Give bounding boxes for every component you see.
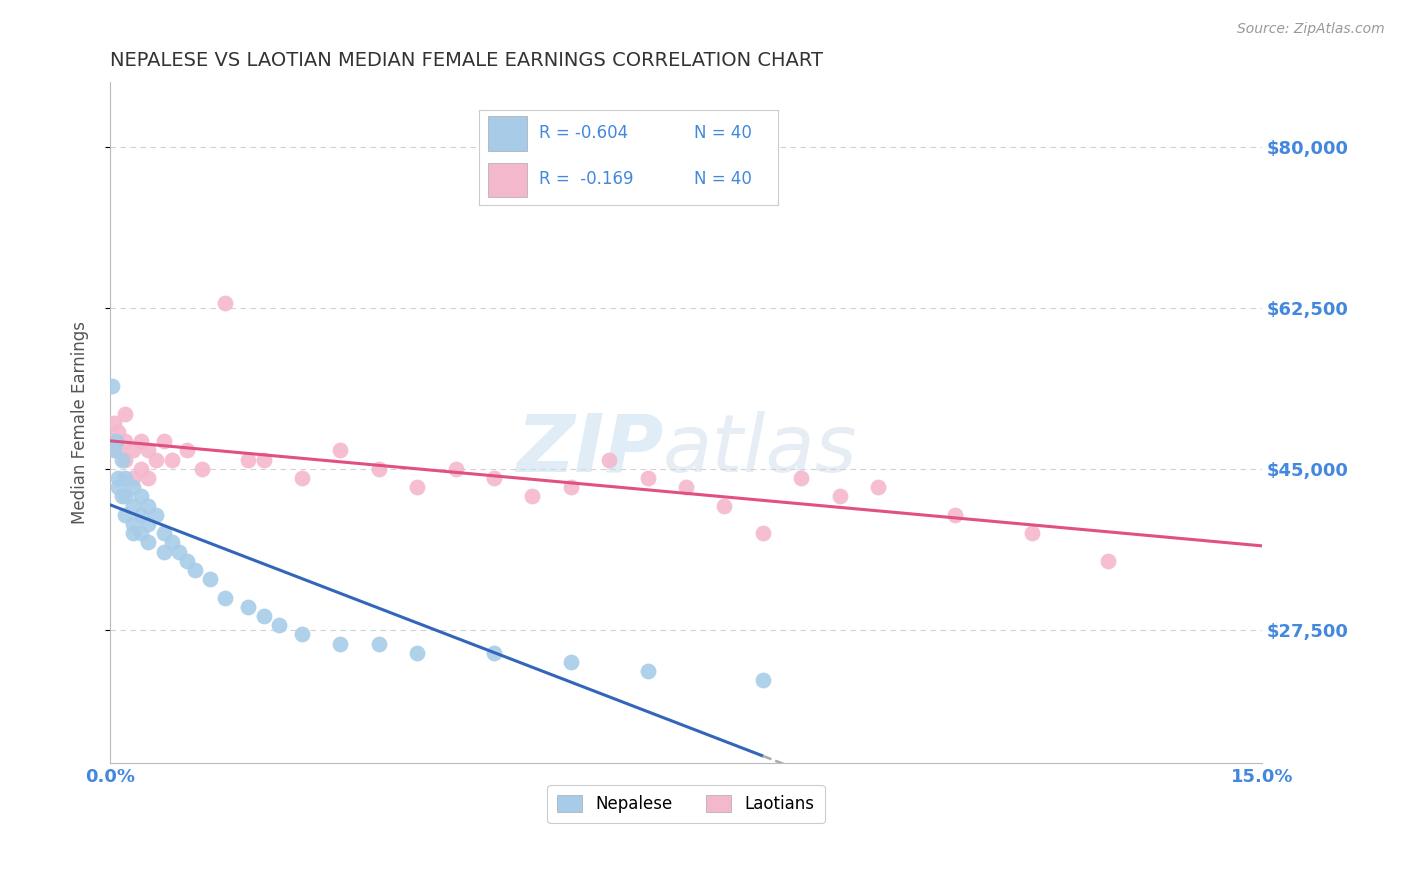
Point: [406, 480, 429, 494]
Point: [291, 627, 314, 641]
Point: [253, 609, 276, 624]
Point: [214, 591, 236, 605]
Point: [114, 471, 136, 485]
Point: [145, 452, 167, 467]
Point: [329, 443, 352, 458]
Point: [866, 480, 889, 494]
Text: Source: ZipAtlas.com: Source: ZipAtlas.com: [1237, 22, 1385, 37]
Point: [107, 425, 129, 439]
Point: [122, 443, 145, 458]
Point: [752, 673, 775, 688]
Point: [522, 489, 544, 503]
Point: [1021, 526, 1043, 541]
Point: [238, 599, 260, 614]
Point: [110, 452, 132, 467]
Point: [122, 499, 145, 513]
Point: [482, 471, 505, 485]
Point: [267, 618, 290, 632]
Point: [138, 516, 160, 531]
Point: [191, 461, 214, 475]
Point: [406, 646, 429, 660]
Point: [560, 655, 582, 669]
Point: [153, 434, 176, 449]
Point: [103, 416, 125, 430]
Point: [129, 526, 152, 541]
Point: [329, 636, 352, 650]
Text: ZIP: ZIP: [516, 411, 664, 489]
Point: [138, 471, 160, 485]
Point: [103, 443, 125, 458]
Point: [129, 508, 152, 522]
Point: [145, 508, 167, 522]
Point: [482, 646, 505, 660]
Point: [176, 554, 198, 568]
Point: [107, 443, 129, 458]
Point: [598, 452, 620, 467]
Point: [101, 434, 124, 449]
Point: [675, 480, 697, 494]
Point: [122, 471, 145, 485]
Point: [100, 379, 122, 393]
Point: [114, 508, 136, 522]
Point: [107, 471, 129, 485]
Point: [153, 526, 176, 541]
Point: [713, 499, 735, 513]
Point: [444, 461, 467, 475]
Point: [214, 296, 236, 310]
Point: [752, 526, 775, 541]
Y-axis label: Median Female Earnings: Median Female Earnings: [72, 321, 89, 524]
Point: [183, 563, 205, 577]
Point: [198, 572, 221, 586]
Text: atlas: atlas: [664, 411, 858, 489]
Point: [138, 535, 160, 549]
Point: [114, 434, 136, 449]
Point: [637, 471, 659, 485]
Point: [129, 489, 152, 503]
Point: [105, 434, 128, 449]
Point: [367, 636, 389, 650]
Point: [238, 452, 260, 467]
Point: [114, 407, 136, 421]
Point: [167, 544, 190, 558]
Point: [943, 508, 966, 522]
Point: [367, 461, 389, 475]
Point: [129, 434, 152, 449]
Point: [122, 526, 145, 541]
Point: [291, 471, 314, 485]
Point: [129, 461, 152, 475]
Legend: Nepalese, Laotians: Nepalese, Laotians: [547, 785, 825, 823]
Point: [122, 480, 145, 494]
Point: [138, 499, 160, 513]
Point: [176, 443, 198, 458]
Point: [253, 452, 276, 467]
Point: [114, 452, 136, 467]
Point: [107, 480, 129, 494]
Point: [138, 443, 160, 458]
Point: [122, 516, 145, 531]
Point: [110, 489, 132, 503]
Point: [153, 544, 176, 558]
Point: [637, 664, 659, 678]
Point: [560, 480, 582, 494]
Point: [114, 489, 136, 503]
Point: [828, 489, 851, 503]
Text: NEPALESE VS LAOTIAN MEDIAN FEMALE EARNINGS CORRELATION CHART: NEPALESE VS LAOTIAN MEDIAN FEMALE EARNIN…: [110, 51, 823, 70]
Point: [790, 471, 813, 485]
Point: [160, 535, 183, 549]
Point: [1097, 554, 1119, 568]
Point: [160, 452, 183, 467]
